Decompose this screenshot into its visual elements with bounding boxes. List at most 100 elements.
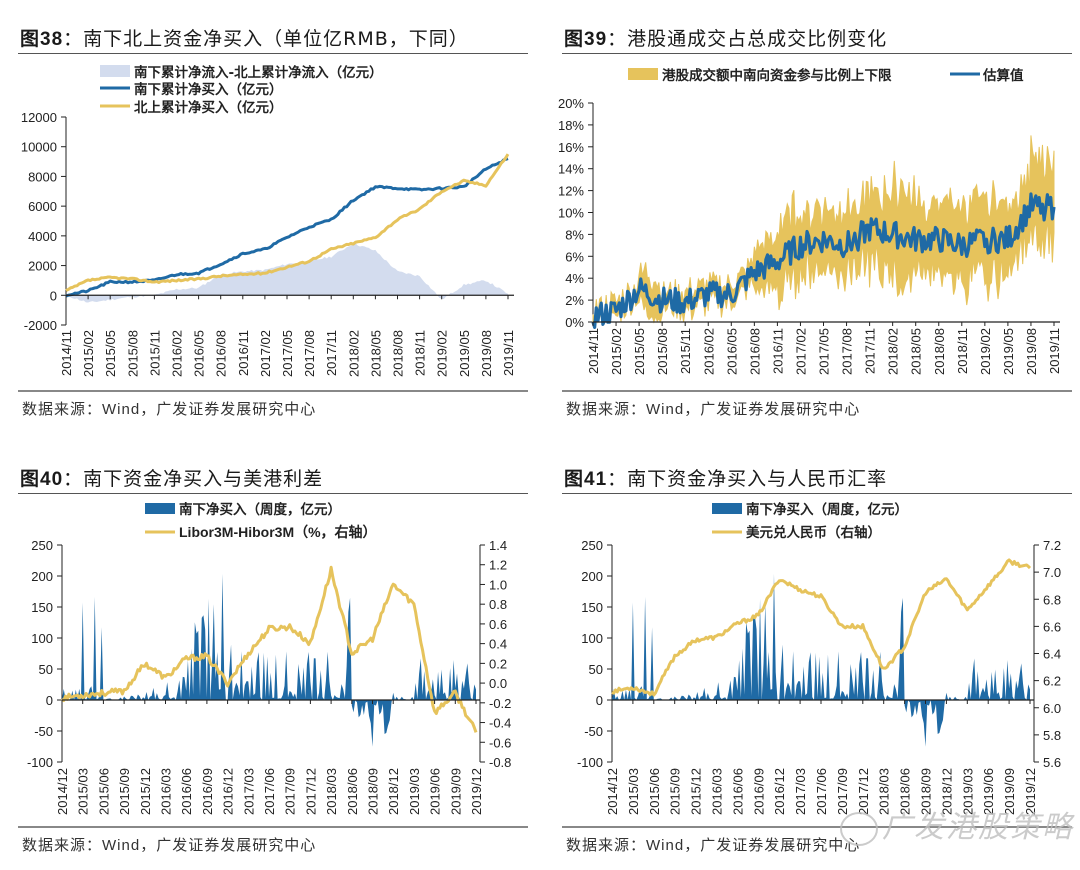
x-tick-label: 2017/06 [814,768,829,815]
y2-tick-label: 6.2 [1043,674,1061,689]
x-tick-label: 2016/09 [751,768,766,815]
legend-label-right-axis-line: 美元兑人民币（右轴） [746,524,881,541]
y-tick-label: 2000 [28,259,57,274]
y-tick-label: 0 [50,288,57,303]
figure-40-title-text: ：南下资金净买入与美港利差 [63,468,324,490]
x-tick-label: 2015/03 [76,768,91,815]
series-line-estimate [591,192,1056,329]
y2-tick-label: 1.2 [489,558,507,573]
y2-tick-label: 0.2 [489,656,507,671]
figure-41-panel: 图41：南下资金净买入与人民币汇率 -100 -50 0 50 100 150 200 250… [562,440,1080,870]
y2-tick-label: 7.0 [1043,565,1061,580]
x-tick-label: 2016/05 [724,328,739,375]
y-tick-label: -100 [27,755,53,770]
x-tick-label: 2018/05 [909,328,924,375]
figure-39-number: 图39 [564,29,608,50]
legend-swatch-weekly-flow [712,503,742,514]
x-tick-label: 2016/05 [192,330,207,377]
figure-38-title: 图38：南下北上资金净买入（单位亿RMB，下同） [20,24,469,51]
figure-39-panel: 图39：港股通成交占总成交比例变化 0% 2% 4% 6% 8% 10% 12% 14% 16%… [558,0,1080,430]
y-tick-label: 16% [558,140,584,155]
y-tick-label: 250 [31,538,53,553]
x-tick-label: 2015/05 [103,330,118,377]
x-tick-label: 2018/06 [345,768,360,815]
x-tick-label: 2017/08 [840,328,855,375]
x-tick-label: 2016/12 [221,768,236,815]
y-tick-label: 8000 [28,169,57,184]
x-tick-label: 2016/03 [159,768,174,815]
x-tick-label: 2019/02 [978,328,993,375]
x-tick-label: 2019/06 [428,768,443,815]
y2-tick-label: 6.0 [1043,701,1061,716]
x-tick-label: 2017/02 [258,330,273,377]
y-tick-label: 100 [31,631,53,646]
legend-label-estimate: 估算值 [982,67,1024,84]
legend-label-band: 港股成交额中南向资金参与比例上下限 [662,67,892,84]
figure-39-chart: 0% 2% 4% 6% 8% 10% 12% 14% 16% 18% 20% 港股成交额中南向资金参与… [558,67,1062,375]
figure-39-title-text: ：港股通成交占总成交比例变化 [607,28,888,50]
title-divider [562,493,1072,494]
x-tick-label: 2018/09 [919,768,934,815]
y-tick-label: 10000 [21,140,57,155]
y2-tick-label: 0.6 [489,617,507,632]
figure-41-title: 图41：南下资金净买入与人民币汇率 [564,464,887,491]
title-divider [18,53,528,54]
x-tick-label: 2015/09 [668,768,683,815]
x-tick-label: 2019/05 [1001,328,1016,375]
x-tick-label: 2019/03 [960,768,975,815]
x-tick-label: 2015/06 [96,768,111,815]
y-tick-label: 0% [565,315,584,330]
legend-swatch-weekly-flow [145,503,175,514]
x-tick-label: 2016/03 [710,768,725,815]
figure-40-chart: -100 -50 0 50 100 150 200 250 -0.8 -0.6 -0.4 -0.2 0.… [27,501,511,815]
y-tick-label: 18% [558,118,584,133]
y-tick-label: 200 [31,569,53,584]
x-tick-label: 2014/12 [55,768,70,815]
y-tick-label: 20% [558,96,584,111]
x-tick-label: 2014/11 [59,330,74,376]
bottom-divider [18,826,528,828]
x-tick-label: 2017/11 [863,328,878,374]
x-tick-label: 2015/12 [138,768,153,815]
x-tick-label: 2017/09 [835,768,850,815]
x-tick-label: 2018/05 [368,330,383,377]
x-tick-label: 2014/12 [605,768,620,815]
legend-label-weekly-flow: 南下净买入（周度，亿元） [746,501,908,518]
y-tick-label: 12% [558,184,584,199]
wechat-logo-icon [840,811,878,846]
x-tick-label: 2015/06 [647,768,662,815]
x-tick-label: 2016/02 [701,328,716,375]
y-tick-label: 100 [581,631,603,646]
figure-40-source: 数据来源：Wind，广发证券发展研究中心 [22,836,317,854]
x-tick-label: 2019/11 [501,330,516,376]
x-tick-label: 2015/02 [81,330,96,377]
x-tick-label: 2019/12 [1023,768,1038,815]
title-divider [562,53,1072,54]
y-tick-label: 4000 [28,229,57,244]
x-tick-label: 2016/09 [200,768,215,815]
x-tick-label: 2016/02 [170,330,185,377]
y2-tick-label: 0.0 [489,676,507,691]
figure-38-number: 图38 [20,29,64,50]
y-tick-label: 50 [39,662,53,677]
x-tick-label: 2018/09 [366,768,381,815]
y-tick-label: 14% [558,162,584,177]
y-tick-label: 0 [596,693,603,708]
figure-41-number: 图41 [564,469,608,490]
y-tick-label: 10% [558,206,584,221]
y-tick-label: 6000 [28,199,57,214]
y-tick-label: -2000 [24,318,57,333]
watermark: 广发港股策略 [840,802,1074,846]
y2-tick-label: -0.6 [489,735,511,750]
legend-label-southbound: 南下累计净买入（亿元） [134,81,283,98]
x-tick-label: 2018/08 [391,330,406,377]
figure-38-source: 数据来源：Wind，广发证券发展研究中心 [22,400,317,418]
x-tick-label: 2018/03 [324,768,339,815]
x-tick-label: 2018/02 [346,330,361,377]
y2-tick-label: 0.4 [489,637,507,652]
x-tick-label: 2015/11 [147,330,162,376]
x-tick-label: 2017/03 [241,768,256,815]
series-line-right-axis [611,558,1032,697]
title-divider [18,493,528,494]
y-tick-label: 6% [565,249,584,264]
